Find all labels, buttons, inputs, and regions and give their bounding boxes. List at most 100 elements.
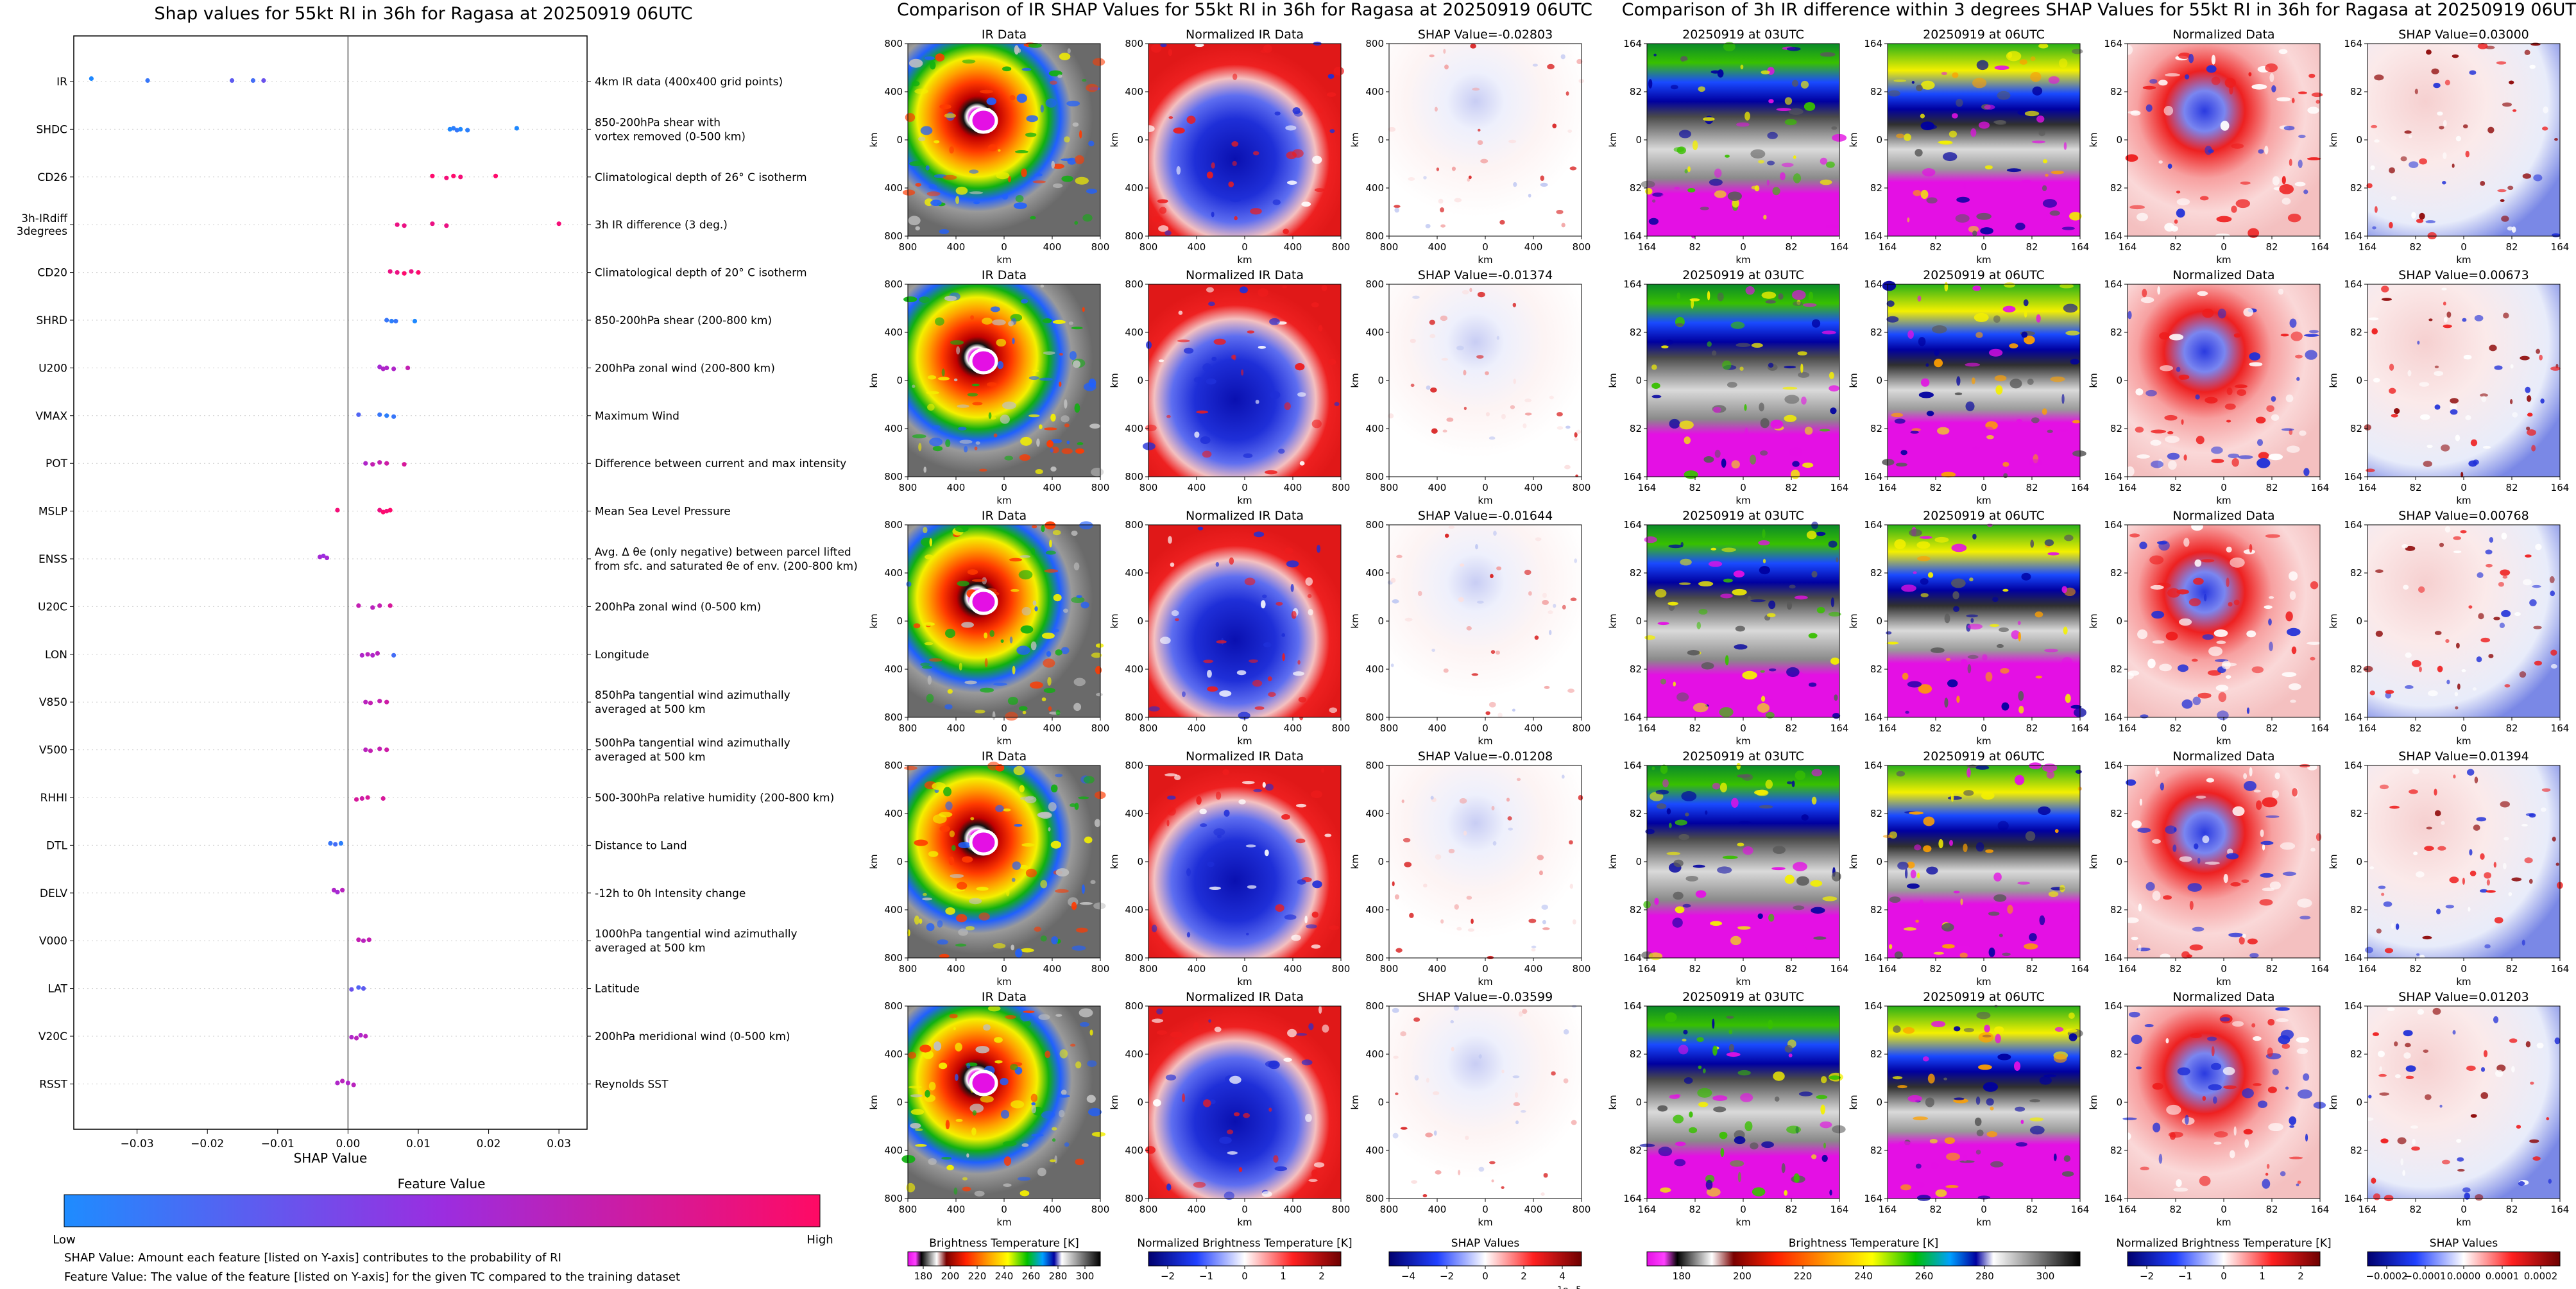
heatmap-speckle	[2260, 873, 2274, 878]
heatmap-speckle	[1090, 880, 1096, 884]
ir-shap-y-tick-label: 800	[1365, 952, 1384, 964]
heatmap-speckle	[1329, 707, 1338, 713]
heatmap-speckle	[1983, 426, 1995, 435]
heatmap-speckle	[1776, 108, 1791, 112]
feature-description: 850hPa tangential wind azimuthally	[595, 689, 790, 702]
ir-shap-x-tick-label: 800	[1380, 722, 1399, 734]
heatmap-speckle	[1706, 1188, 1721, 1197]
heatmap-speckle	[1938, 839, 1943, 849]
heatmap-speckle	[2510, 364, 2514, 369]
heatmap-speckle	[1158, 359, 1164, 363]
heatmap-speckle	[1528, 193, 1531, 198]
ir-shap-y-tick-label: 0	[1378, 615, 1384, 627]
heatmap-speckle	[2310, 581, 2319, 590]
colorbar-gradient	[1646, 1251, 2081, 1267]
normalized-ir-x-tick-label: 800	[1332, 722, 1351, 734]
heatmap-speckle	[974, 447, 978, 450]
ir-shap-x-tick-label: 400	[1524, 482, 1543, 493]
heatmap-speckle	[2264, 146, 2269, 155]
heatmap-speckle	[1499, 219, 1505, 225]
x-axis-label: km	[1736, 735, 1750, 747]
heatmap-speckle	[1571, 1120, 1577, 1125]
heatmap-speckle	[1918, 684, 1932, 694]
heatmap-speckle	[2278, 1035, 2290, 1045]
diff-shap-map-panel-x-tick-label: 164	[2551, 722, 2570, 734]
heatmap-speckle	[1021, 1143, 1029, 1147]
heatmap-speckle	[1261, 1191, 1272, 1197]
diff-shap-map-panel-y-tick-label: 0	[2356, 856, 2362, 867]
y-axis-label: km	[2328, 373, 2339, 388]
ir-data-y-tick-label: 400	[884, 904, 903, 916]
heatmap-speckle	[1290, 584, 1294, 592]
x-axis-label: km	[1237, 254, 1252, 266]
heatmap-speckle	[2381, 892, 2385, 896]
heatmap-speckle	[1917, 556, 1931, 561]
heatmap-speckle	[1050, 80, 1057, 85]
ir-03utc-panel-y-tick-label: 82	[1630, 567, 1642, 579]
normalized-ir-y-tick-label: 0	[1137, 134, 1143, 146]
heatmap-speckle	[1008, 321, 1014, 327]
heatmap-speckle	[1934, 349, 1940, 357]
heatmap-speckle	[2469, 870, 2477, 876]
ir-03utc-panel-y-tick-label: 82	[1630, 1145, 1642, 1156]
heatmap-speckle	[928, 1082, 936, 1091]
ir-shap-x-tick-label: 400	[1428, 241, 1447, 253]
heatmap-speckle	[2167, 164, 2172, 169]
heatmap-speckle	[2282, 198, 2291, 205]
heatmap-speckle	[2197, 857, 2201, 864]
ir-data-y-tick-label: 0	[896, 615, 903, 627]
heatmap-speckle	[2368, 1095, 2372, 1098]
heatmap-speckle	[1732, 926, 1739, 935]
colorbar-gradient	[1388, 1251, 1582, 1267]
heatmap-speckle	[2488, 654, 2494, 658]
heatmap-speckle	[2268, 596, 2274, 599]
feature-row: U20C 200hPa zonal wind (0-500 km)	[38, 601, 761, 613]
heatmap-speckle	[1904, 868, 1908, 879]
heatmap-speckle	[2054, 829, 2059, 833]
heatmap-speckle	[1073, 678, 1086, 687]
heatmap-speckle	[2374, 74, 2384, 81]
heatmap-speckle	[902, 189, 916, 196]
normalized-ir-y-tick-label: 400	[1125, 423, 1143, 434]
heatmap-speckle	[956, 346, 960, 355]
heatmap-speckle	[2316, 833, 2322, 841]
heatmap-speckle	[1166, 1183, 1172, 1191]
heatmap-speckle	[1736, 762, 1741, 770]
heatmap-speckle	[1089, 1029, 1093, 1036]
shap-point	[363, 747, 368, 753]
heatmap-speckle	[1657, 622, 1669, 626]
heatmap-speckle	[2053, 1054, 2067, 1063]
heatmap-speckle	[1569, 884, 1574, 889]
heatmap-speckle	[1685, 875, 1698, 882]
heatmap-speckle	[2419, 666, 2422, 672]
heatmap-speckle	[1770, 420, 1784, 429]
heatmap-speckle	[1811, 521, 1818, 529]
heatmap-speckle	[1830, 597, 1835, 608]
heatmap-speckle	[1438, 198, 1444, 204]
heatmap-speckle	[2428, 690, 2438, 697]
shap-point	[321, 553, 326, 559]
heatmap-speckle	[2152, 839, 2161, 844]
heatmap-speckle	[2217, 710, 2229, 721]
heatmap-speckle	[2260, 829, 2264, 837]
heatmap-speckle	[1444, 64, 1449, 70]
heatmap-speckle	[1709, 178, 1723, 186]
heatmap-speckle	[1048, 802, 1057, 812]
heatmap-speckle	[928, 1158, 937, 1165]
heatmap-speckle	[1802, 462, 1814, 468]
heatmap-speckle	[1146, 341, 1152, 349]
heatmap-speckle	[2199, 1175, 2211, 1186]
heatmap-speckle	[2405, 652, 2412, 658]
heatmap-speckle	[2384, 1195, 2394, 1202]
shap-point	[317, 554, 323, 559]
heatmap-speckle	[2404, 1043, 2411, 1048]
heatmap-speckle	[2151, 460, 2164, 468]
feature-description: 3h IR difference (3 deg.)	[595, 219, 728, 232]
heatmap-speckle	[1311, 911, 1319, 918]
beeswarm-plot-frame	[73, 35, 588, 1130]
heatmap-speckle	[2235, 199, 2251, 209]
heatmap-speckle	[1564, 465, 1571, 470]
heatmap-speckle	[1960, 898, 1963, 905]
panel-title: Normalized Data	[2172, 509, 2274, 523]
ir-03utc-panel-y-tick-label: 0	[1635, 134, 1642, 146]
